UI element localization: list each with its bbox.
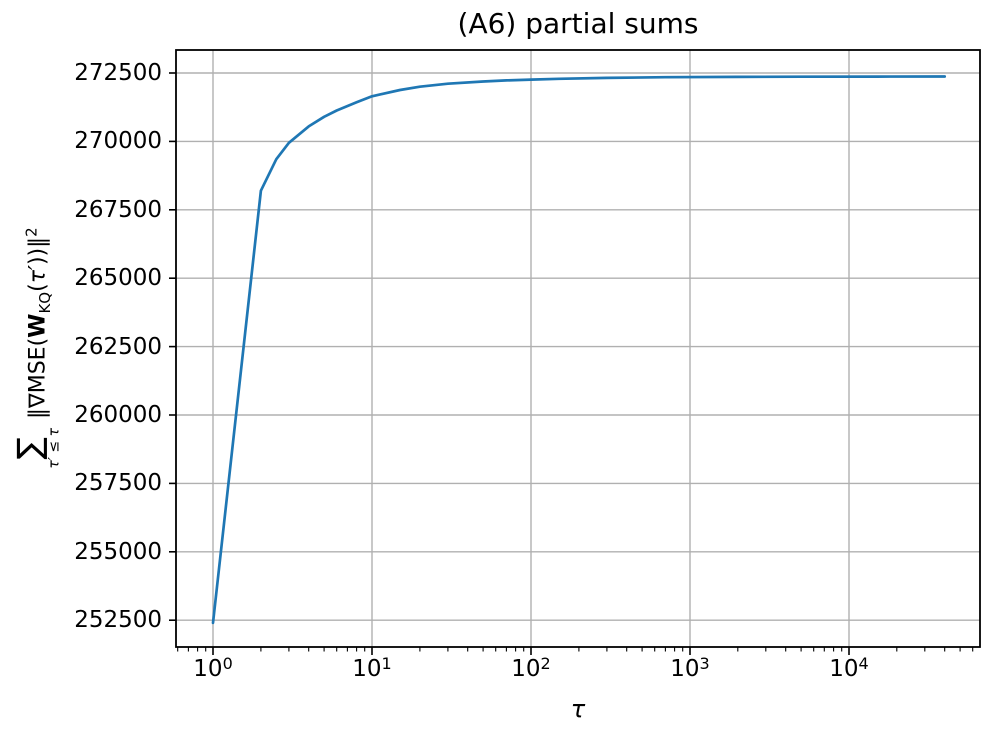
x-axis-label: τ [570,695,586,723]
x-tick-label: 104 [829,654,869,683]
data-line [211,75,947,625]
sum-symbol: ∑ [9,437,49,460]
y-tick-label: 270000 [74,128,162,155]
x-tick-label: 103 [670,654,710,683]
x-tick-label: 101 [352,654,392,683]
y-axis-expression-part: W [25,313,51,338]
y-axis-expression-part: ))‖ [25,236,51,266]
axes-spines [175,49,981,648]
y-axis-expression: ‖∇MSE(WKQ(τ′))‖2 [22,227,54,419]
y-axis-expression-part: τ′ [25,265,51,284]
y-axis-expression-part: KQ [35,291,54,314]
sum-symbol-group: ∑ τ′ ≤ τ [9,427,63,469]
y-axis-expression-part: ( [25,283,51,292]
y-tick-label: 252500 [74,607,162,634]
x-tick-label: 102 [511,654,551,683]
y-axis-label: ∑ τ′ ≤ τ ‖∇MSE(WKQ(τ′))‖2 [9,227,63,469]
chart-title: (A6) partial sums [457,7,699,40]
y-tick-label: 262500 [74,333,162,360]
y-tick-label: 267500 [74,196,162,223]
x-tick-label: 100 [193,654,233,683]
y-tick-label: 272500 [74,60,162,86]
y-tick-label: 265000 [74,265,162,292]
y-axis-expression-part: ‖∇MSE( [25,337,51,419]
y-tick-label: 257500 [74,470,162,497]
sum-subscript: τ′ ≤ τ [46,427,63,469]
y-tick-label: 260000 [74,401,162,428]
y-axis-expression-part: 2 [22,227,41,237]
y-tick-label: 255000 [74,538,162,565]
